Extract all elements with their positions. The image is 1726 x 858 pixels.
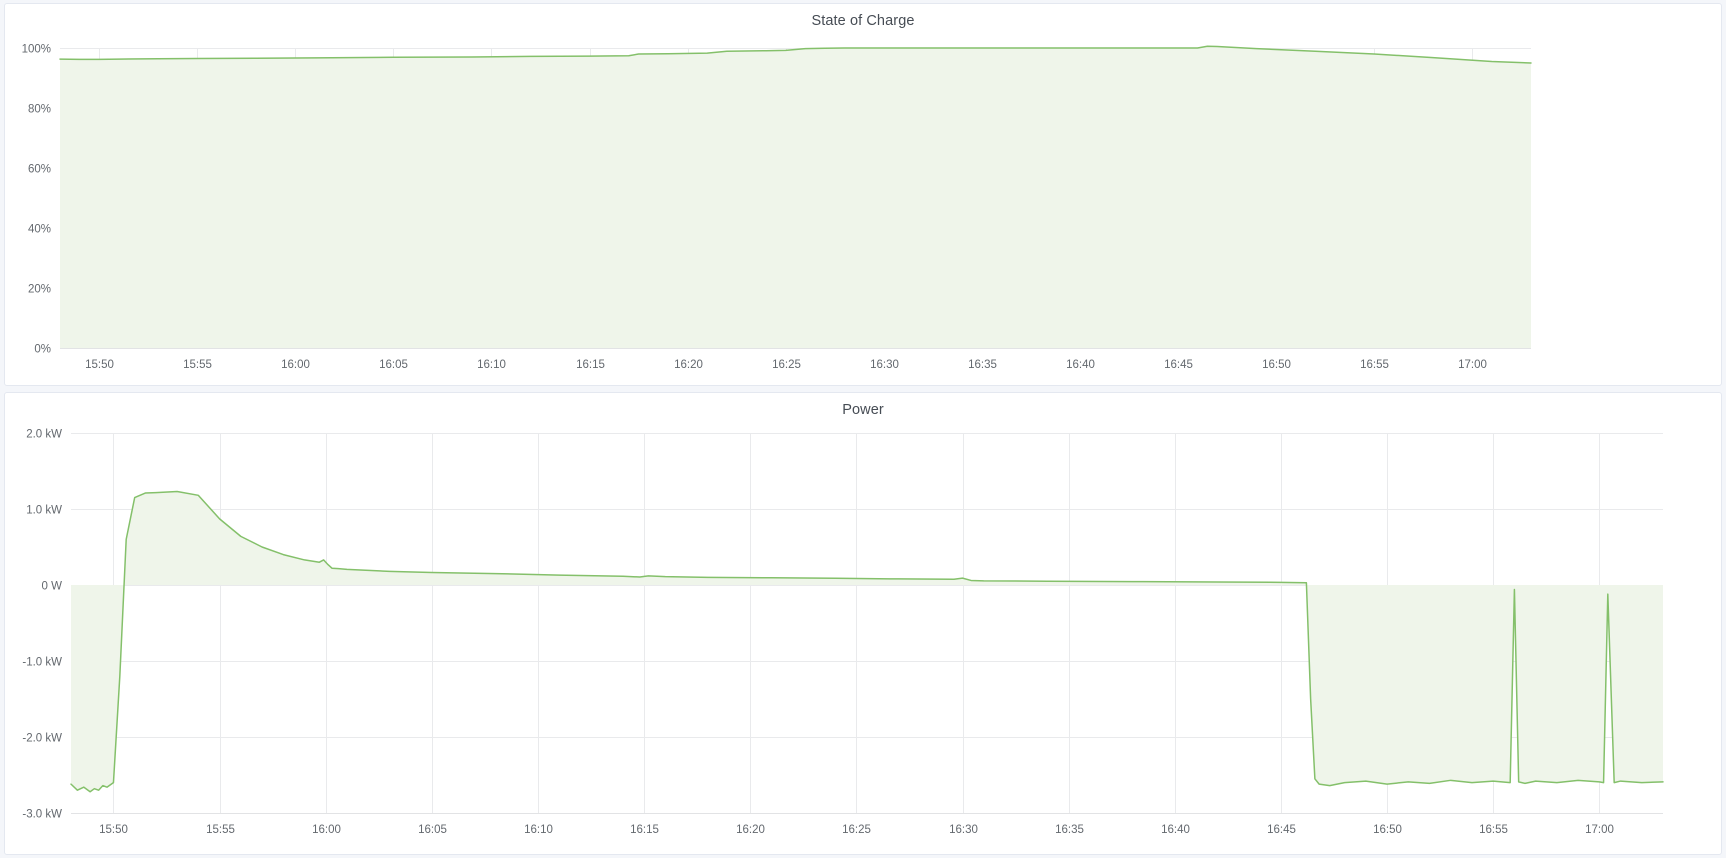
x-axis-tick-label: 16:50 bbox=[1262, 359, 1291, 371]
x-axis-tick-label: 16:35 bbox=[1055, 824, 1084, 836]
x-axis-tick-label: 16:05 bbox=[418, 824, 447, 836]
soc-svg: 0% 20% 40% 60% 80% 100% 15:50 15:55 16:00 16:05 16… bbox=[22, 44, 1532, 371]
y-axis-tick-label: 20% bbox=[28, 284, 51, 296]
x-axis-tick-label: 16:40 bbox=[1161, 824, 1190, 836]
x-axis-tick-label: 16:30 bbox=[949, 824, 978, 836]
x-axis-tick-label: 16:00 bbox=[281, 359, 310, 371]
x-axis-tick-label: 15:50 bbox=[99, 824, 128, 836]
y-axis-tick-label: 80% bbox=[28, 104, 51, 116]
x-axis-tick-label: 15:55 bbox=[183, 359, 212, 371]
x-axis-tick-label: 16:40 bbox=[1066, 359, 1095, 371]
series-area-fill bbox=[71, 491, 1663, 792]
x-axis-tick-label: 16:05 bbox=[379, 359, 408, 371]
x-axis-tick-label: 16:25 bbox=[772, 359, 801, 371]
y-axis-tick-label: 100% bbox=[22, 44, 51, 56]
y-axis-tick-label: 0% bbox=[34, 344, 51, 356]
x-axis-tick-label: 16:55 bbox=[1479, 824, 1508, 836]
x-axis-tick-label: 16:10 bbox=[524, 824, 553, 836]
x-axis-tick-label: 16:35 bbox=[968, 359, 997, 371]
y-axis-tick-label: 2.0 kW bbox=[26, 429, 62, 441]
y-axis-tick-label: 40% bbox=[28, 224, 51, 236]
chart-power[interactable]: -3.0 kW -2.0 kW -1.0 kW 0 W 1.0 kW 2.0 kW 15:5… bbox=[5, 419, 1723, 849]
x-axis-tick-label: 16:10 bbox=[477, 359, 506, 371]
x-axis-tick-label: 16:45 bbox=[1164, 359, 1193, 371]
series-line bbox=[59, 45, 1532, 64]
x-axis-tick-label: 16:55 bbox=[1360, 359, 1389, 371]
x-axis-tick-label: 17:00 bbox=[1585, 824, 1614, 836]
x-axis-tick-label: 16:50 bbox=[1373, 824, 1402, 836]
y-axis-tick-label: -2.0 kW bbox=[22, 733, 62, 745]
y-axis-tick-label: -1.0 kW bbox=[22, 657, 62, 669]
y-axis-tick-label: -3.0 kW bbox=[22, 809, 62, 821]
panel-title-state-of-charge: State of Charge bbox=[811, 13, 915, 29]
x-axis-tick-label: 16:30 bbox=[870, 359, 899, 371]
y-axis-tick-label: 1.0 kW bbox=[26, 505, 62, 517]
panel-title-power: Power bbox=[842, 402, 884, 418]
x-axis-tick-label: 16:20 bbox=[674, 359, 703, 371]
x-axis-tick-label: 16:25 bbox=[842, 824, 871, 836]
x-axis-tick-label: 15:50 bbox=[85, 359, 114, 371]
x-axis-tick-label: 16:20 bbox=[736, 824, 765, 836]
series-line bbox=[70, 490, 1664, 793]
y-axis-tick-label: 0 W bbox=[42, 581, 63, 593]
x-axis-tick-label: 16:45 bbox=[1267, 824, 1296, 836]
x-axis-tick-label: 17:00 bbox=[1458, 359, 1487, 371]
panel-state-of-charge: State of Charge 0% 20% 40% 60% 80% 100% 15:50 1… bbox=[4, 3, 1722, 386]
x-axis-tick-label: 16:00 bbox=[312, 824, 341, 836]
x-axis-tick-label: 16:15 bbox=[630, 824, 659, 836]
y-axis-tick-label: 60% bbox=[28, 164, 51, 176]
series-area-fill bbox=[60, 46, 1531, 348]
power-svg: -3.0 kW -2.0 kW -1.0 kW 0 W 1.0 kW 2.0 kW 15:5… bbox=[22, 429, 1664, 836]
x-axis-tick-label: 15:55 bbox=[206, 824, 235, 836]
panel-power: Power -3.0 kW -2.0 kW -1.0 kW 0 W 1.0 kW 2.0 … bbox=[4, 392, 1722, 855]
x-axis-tick-label: 16:15 bbox=[576, 359, 605, 371]
chart-state-of-charge[interactable]: 0% 20% 40% 60% 80% 100% 15:50 15:55 16:00 16:05 16… bbox=[5, 34, 1723, 384]
